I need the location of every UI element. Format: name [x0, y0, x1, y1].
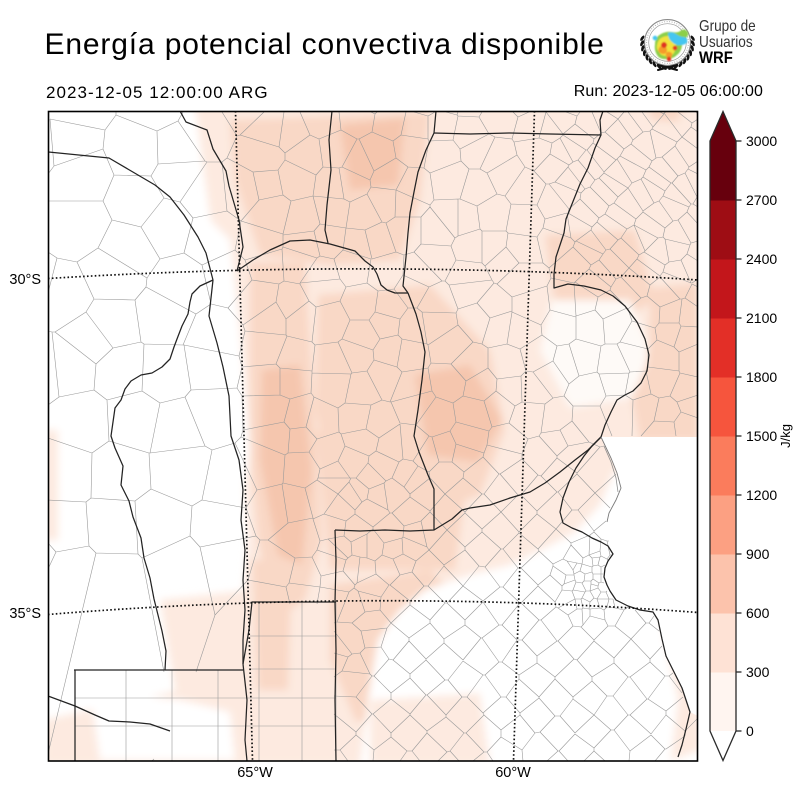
svg-text:J/kg: J/kg — [778, 424, 793, 448]
